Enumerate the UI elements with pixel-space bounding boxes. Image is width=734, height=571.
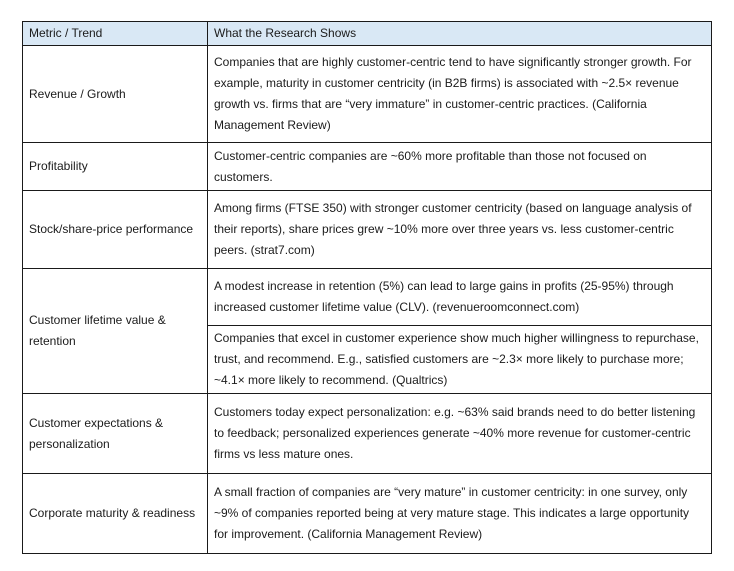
finding-cell-expectations-personalization: Customers today expect personalization: …: [207, 393, 712, 474]
table-row-corporate-maturity: Corporate maturity & readiness A small f…: [22, 473, 712, 554]
finding-cell-revenue-growth: Companies that are highly customer-centr…: [207, 45, 712, 143]
column-header-metric-trend: Metric / Trend: [22, 21, 208, 46]
customer-centricity-research-table: Metric / Trend What the Research Shows R…: [22, 21, 712, 554]
finding-cell-profitability: Customer-centric companies are ~60% more…: [207, 142, 712, 191]
metric-cell-corporate-maturity: Corporate maturity & readiness: [22, 473, 208, 554]
metric-cell-stock-performance: Stock/share-price performance: [22, 190, 208, 269]
finding-cell-corporate-maturity: A small fraction of companies are “very …: [207, 473, 712, 554]
finding-cell-clv-retention-2: Companies that excel in customer experie…: [207, 325, 712, 394]
table-row-revenue-growth: Revenue / Growth Companies that are high…: [22, 45, 712, 143]
finding-cell-stock-performance: Among firms (FTSE 350) with stronger cus…: [207, 190, 712, 269]
metric-cell-clv-retention: Customer lifetime value & retention: [22, 268, 208, 394]
finding-cell-clv-retention-1: A modest increase in retention (5%) can …: [207, 268, 712, 326]
table-row-stock-performance: Stock/share-price performance Among firm…: [22, 190, 712, 269]
table-header-row: Metric / Trend What the Research Shows: [22, 21, 712, 46]
table-row-profitability: Profitability Customer-centric companies…: [22, 142, 712, 191]
table-row-expectations-personalization: Customer expectations & personalization …: [22, 393, 712, 474]
table-row-clv-retention-1: Customer lifetime value & retention A mo…: [22, 268, 712, 394]
table-row-clv-retention-2: Companies that excel in customer experie…: [23, 325, 712, 394]
metric-cell-expectations-personalization: Customer expectations & personalization: [22, 393, 208, 474]
metric-cell-revenue-growth: Revenue / Growth: [22, 45, 208, 143]
metric-cell-profitability: Profitability: [22, 142, 208, 191]
column-header-research-shows: What the Research Shows: [207, 21, 712, 46]
